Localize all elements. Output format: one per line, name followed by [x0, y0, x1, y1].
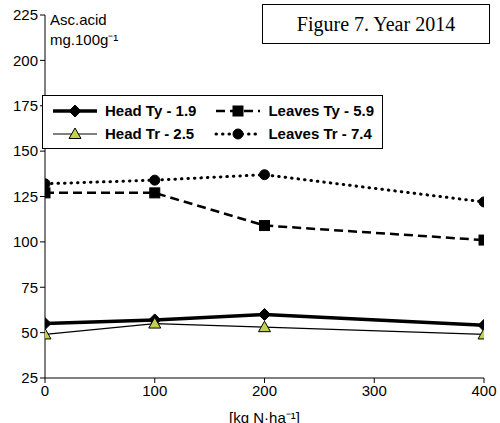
html-text:Leaves Tr - 7.4: Leaves Tr - 7.4: [268, 125, 372, 142]
html-text:Head Tr - 2.5: Head Tr - 2.5: [105, 125, 195, 142]
html-text:mg.100g⁻¹: mg.100g⁻¹: [50, 31, 119, 48]
svg-text:25: 25: [21, 369, 38, 386]
svg-text:150: 150: [13, 142, 38, 159]
svg-text:300: 300: [362, 382, 387, 399]
svg-text:225: 225: [13, 6, 38, 23]
html-text:Figure 7. Year 2014: Figure 7. Year 2014: [296, 12, 456, 35]
svg-text:0: 0: [41, 382, 49, 399]
svg-text:400: 400: [471, 382, 492, 399]
svg-text:125: 125: [13, 188, 38, 205]
svg-text:100: 100: [142, 382, 167, 399]
svg-text:100: 100: [13, 233, 38, 250]
html-text:Leaves Ty - 5.9: Leaves Ty - 5.9: [268, 102, 374, 119]
svg-text:175: 175: [13, 97, 38, 114]
html-text:Head Ty - 1.9: Head Ty - 1.9: [105, 102, 197, 119]
svg-text:200: 200: [13, 52, 38, 69]
svg-text:50: 50: [21, 324, 38, 341]
svg-text:75: 75: [21, 279, 38, 296]
html-text:Asc.acid: Asc.acid: [50, 11, 107, 28]
svg-text:[kg N·ha⁻¹]: [kg N·ha⁻¹]: [229, 409, 300, 423]
svg-text:200: 200: [252, 382, 277, 399]
